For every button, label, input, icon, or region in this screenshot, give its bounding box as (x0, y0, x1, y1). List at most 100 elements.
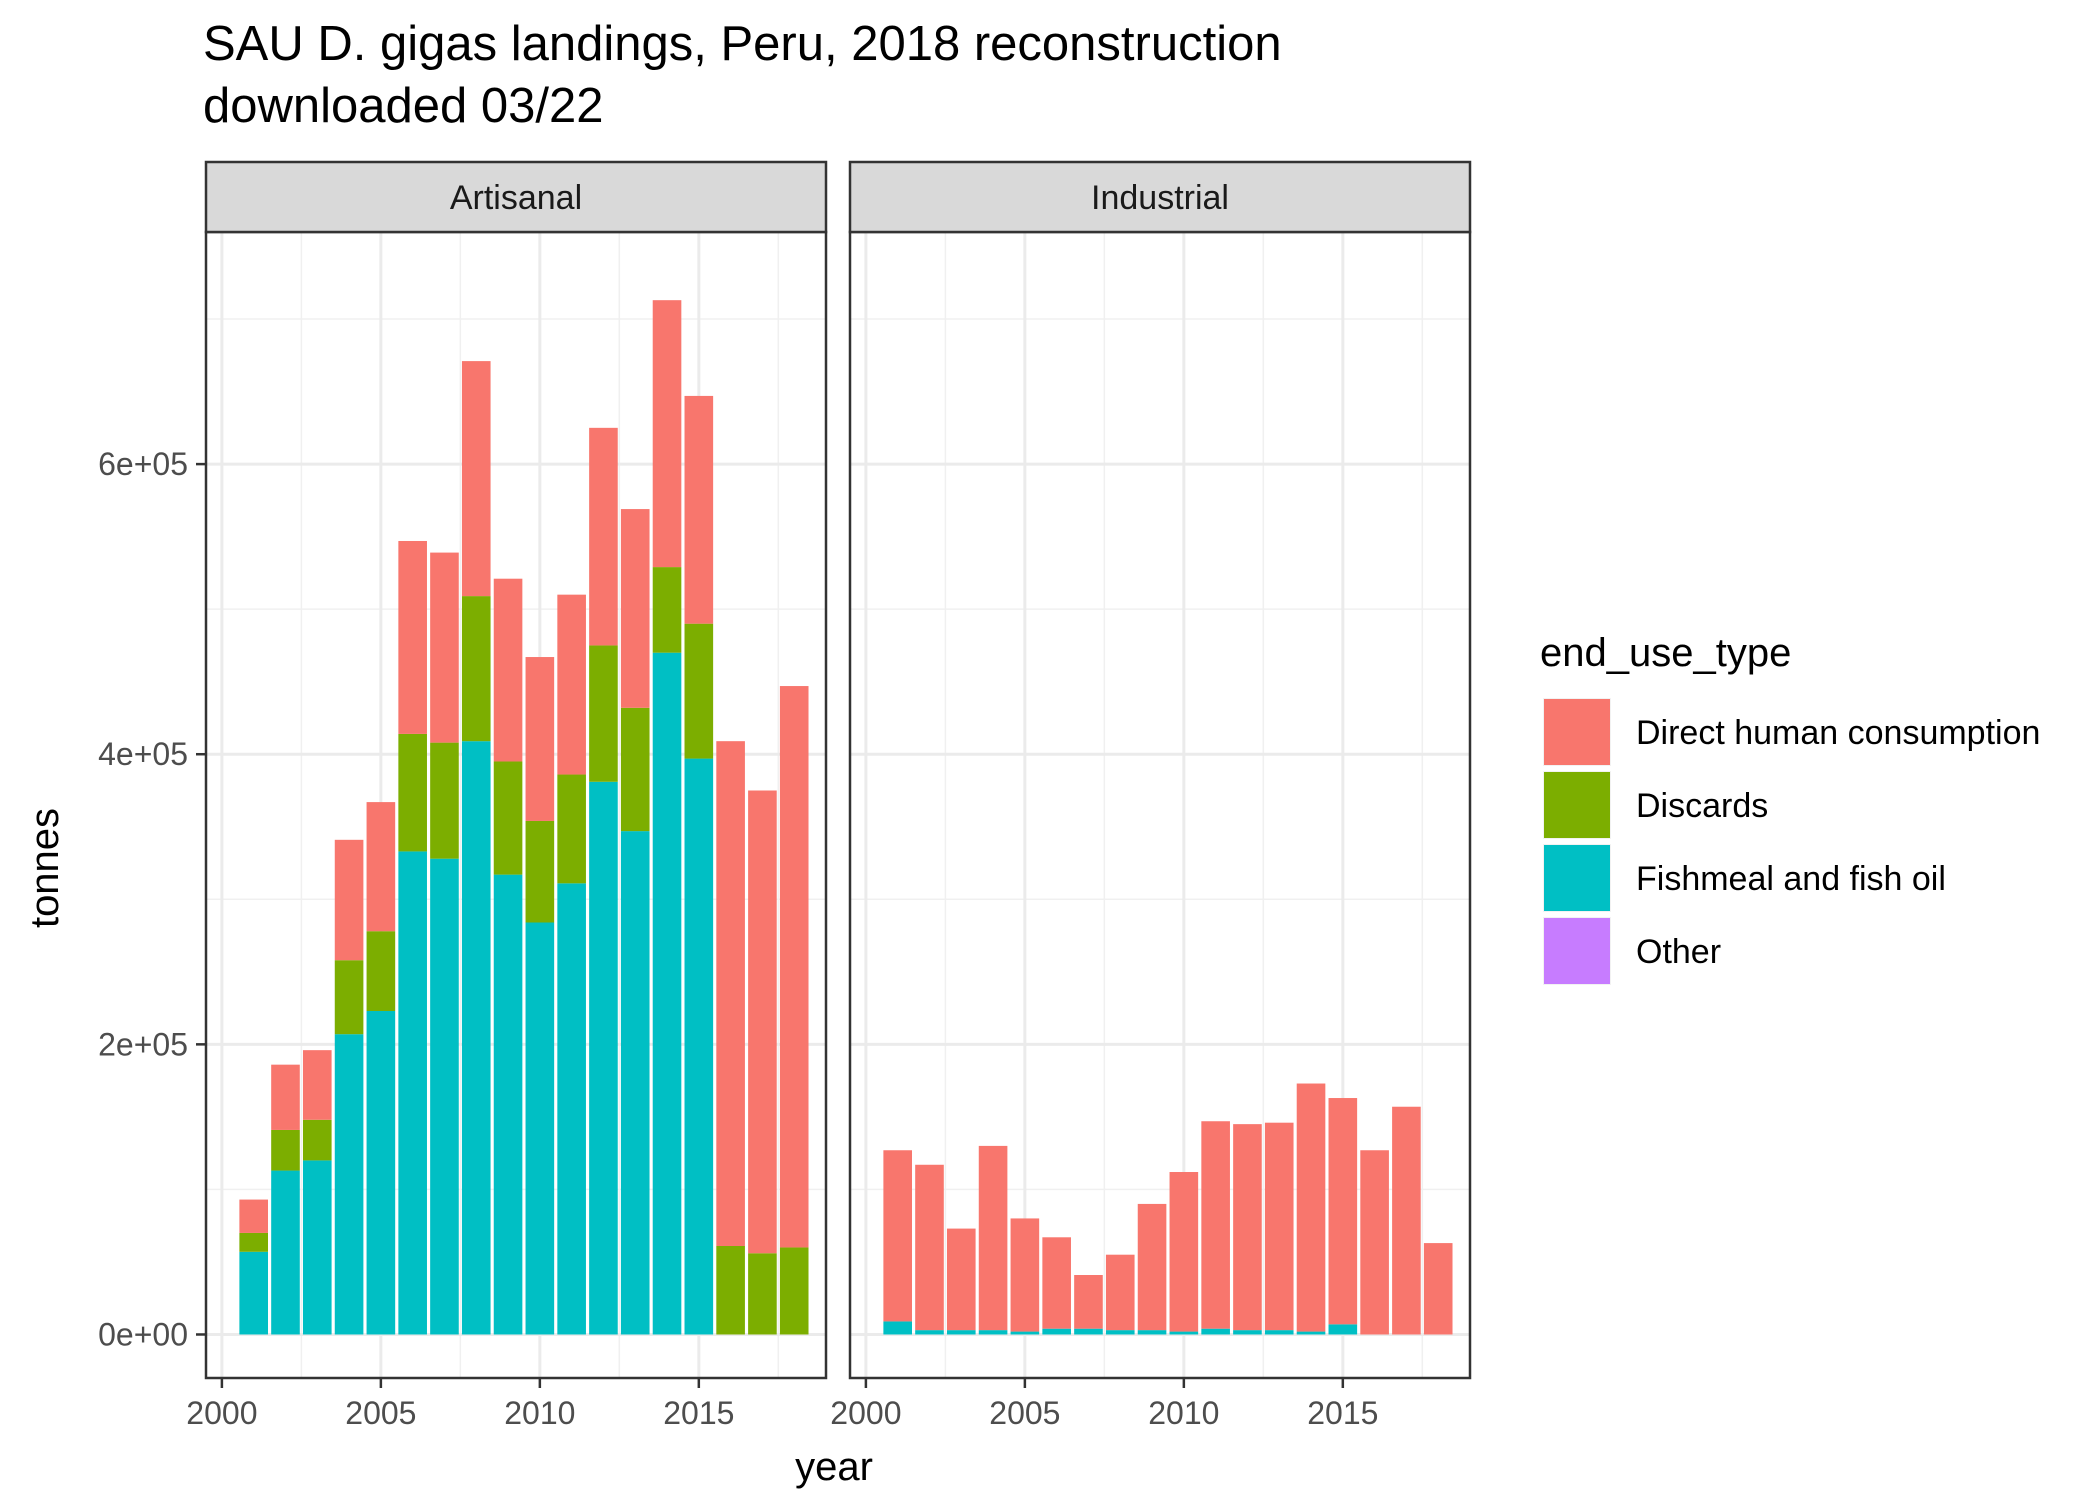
legend-label: Direct human consumption (1636, 714, 2040, 752)
legend-item: Other (1543, 917, 1721, 985)
y-tick-label: 4e+05 (98, 736, 188, 772)
bar-segment-discards-2012 (589, 645, 618, 782)
bar-segment-fishmeal-and-fish-oil-2011 (557, 883, 586, 1335)
bar-segment-discards-2004 (334, 960, 364, 1035)
bar-segment-fishmeal-and-fish-oil-2010 (1169, 1331, 1199, 1335)
x-tick-label: 2010 (504, 1395, 575, 1431)
bar-segment-fishmeal-and-fish-oil-2005 (366, 1010, 396, 1335)
bar-segment-discards-2006 (398, 733, 427, 852)
bar-segment-direct-human-consumption-2013 (620, 509, 650, 708)
bar-segment-discards-2016 (716, 1245, 745, 1335)
facet-panels: Artisanal 2000 2005 2010 2015 0e+00 2e+05 4e+05… (98, 160, 1472, 1431)
bar-segment-direct-human-consumption-2015 (1328, 1098, 1358, 1325)
bar-segment-discards-2002 (271, 1129, 300, 1171)
bar-segment-fishmeal-and-fish-oil-2009 (1137, 1330, 1167, 1335)
bar-segment-direct-human-consumption-2011 (557, 594, 586, 775)
legend-title: end_use_type (1540, 631, 1791, 675)
legend-item: Direct human consumption (1543, 698, 2040, 766)
panel-industrial: Industrial 2000 2005 2010 2015 (830, 160, 1472, 1431)
x-tick-label: 2000 (830, 1395, 901, 1431)
bar-segment-direct-human-consumption-2009 (493, 578, 523, 762)
legend-label: Other (1636, 933, 1721, 971)
bar-segment-fishmeal-and-fish-oil-2001 (239, 1251, 268, 1335)
panel-artisanal: Artisanal 2000 2005 2010 2015 0e+00 2e+05 4e+05… (98, 160, 828, 1431)
bar-segment-fishmeal-and-fish-oil-2006 (398, 851, 427, 1335)
bar-segment-direct-human-consumption-2001 (239, 1199, 268, 1233)
bar-segment-discards-2003 (302, 1119, 332, 1161)
bar-segment-discards-2013 (620, 707, 650, 832)
bar-segment-fishmeal-and-fish-oil-2004 (978, 1330, 1008, 1335)
bar-segment-discards-2011 (557, 774, 586, 884)
bar-segment-discards-2018 (779, 1247, 809, 1335)
bar-segment-discards-2007 (430, 742, 459, 859)
x-tick-label: 2005 (989, 1395, 1060, 1431)
bar-segment-fishmeal-and-fish-oil-2003 (302, 1160, 332, 1335)
bars (239, 300, 809, 1335)
x-tick-label: 2005 (345, 1395, 416, 1431)
bar-segment-fishmeal-and-fish-oil-2001 (883, 1321, 912, 1335)
y-tick-label: 6e+05 (98, 446, 188, 482)
chart-title: SAU D. gigas landings, Peru, 2018 recons… (203, 17, 1282, 71)
bar-segment-direct-human-consumption-2006 (398, 540, 427, 734)
bar-segment-fishmeal-and-fish-oil-2008 (1105, 1330, 1135, 1335)
bar-segment-discards-2014 (652, 567, 682, 653)
legend-label: Discards (1636, 787, 1768, 825)
x-tick-label: 2015 (663, 1395, 734, 1431)
bar-segment-fishmeal-and-fish-oil-2013 (620, 831, 650, 1335)
bar-segment-direct-human-consumption-2008 (1105, 1254, 1135, 1331)
bar-segment-direct-human-consumption-2016 (716, 741, 745, 1246)
legend-label: Fishmeal and fish oil (1636, 860, 1946, 898)
bar-segment-direct-human-consumption-2005 (366, 802, 396, 932)
bar-segment-fishmeal-and-fish-oil-2015 (1328, 1324, 1358, 1335)
x-tick-label: 2010 (1148, 1395, 1219, 1431)
y-tick-label: 2e+05 (98, 1026, 188, 1062)
bar-segment-fishmeal-and-fish-oil-2006 (1042, 1328, 1071, 1335)
bar-segment-direct-human-consumption-2008 (461, 361, 491, 597)
bar-segment-fishmeal-and-fish-oil-2003 (946, 1330, 976, 1335)
bar-segment-direct-human-consumption-2015 (684, 395, 714, 624)
bar-segment-direct-human-consumption-2005 (1010, 1218, 1040, 1332)
bar-segment-direct-human-consumption-2003 (302, 1050, 332, 1120)
legend-item: Fishmeal and fish oil (1543, 844, 1946, 912)
bar-segment-direct-human-consumption-2003 (946, 1228, 976, 1331)
bar-segment-direct-human-consumption-2001 (883, 1150, 912, 1322)
bar-segment-direct-human-consumption-2011 (1201, 1121, 1230, 1329)
bar-segment-discards-2008 (461, 596, 491, 742)
facet-strip (204, 160, 828, 234)
bar-segment-fishmeal-and-fish-oil-2002 (271, 1170, 300, 1335)
bar-segment-fishmeal-and-fish-oil-2014 (652, 652, 682, 1335)
y-axis-title: tonnes (23, 808, 67, 928)
legend-key (1544, 772, 1610, 838)
bar-segment-fishmeal-and-fish-oil-2014 (1296, 1331, 1326, 1335)
bar-segment-discards-2015 (684, 623, 714, 759)
bar-segment-fishmeal-and-fish-oil-2012 (589, 781, 618, 1335)
bar-segment-discards-2017 (748, 1253, 777, 1335)
legend-key (1544, 699, 1610, 765)
legend-item: Discards (1543, 771, 1768, 839)
bar-segment-fishmeal-and-fish-oil-2007 (430, 858, 459, 1335)
bar-segment-direct-human-consumption-2014 (652, 300, 682, 568)
bar-segment-discards-2005 (366, 931, 396, 1011)
bar-segment-direct-human-consumption-2013 (1264, 1122, 1294, 1331)
bar-segment-fishmeal-and-fish-oil-2004 (334, 1034, 364, 1335)
bar-segment-direct-human-consumption-2006 (1042, 1237, 1071, 1329)
bar-segment-direct-human-consumption-2004 (978, 1145, 1008, 1331)
chart-subtitle: downloaded 03/22 (203, 79, 604, 133)
x-axis-title: year (795, 1445, 873, 1489)
x-tick-label: 2015 (1307, 1395, 1378, 1431)
bar-segment-direct-human-consumption-2007 (1074, 1275, 1103, 1329)
bar-segment-direct-human-consumption-2012 (589, 427, 618, 646)
legend-key (1544, 845, 1610, 911)
bar-segment-fishmeal-and-fish-oil-2009 (493, 874, 523, 1335)
bar-segment-direct-human-consumption-2014 (1296, 1083, 1326, 1332)
bar-segment-direct-human-consumption-2018 (779, 686, 809, 1248)
facet-strip-label: Artisanal (450, 179, 582, 217)
bar-segment-direct-human-consumption-2018 (1423, 1243, 1453, 1335)
bar-segment-direct-human-consumption-2004 (334, 839, 364, 961)
bar-segment-fishmeal-and-fish-oil-2015 (684, 758, 714, 1335)
bar-segment-direct-human-consumption-2002 (915, 1164, 944, 1331)
bar-segment-discards-2001 (239, 1232, 268, 1252)
x-tick-label: 2000 (186, 1395, 257, 1431)
facet-strip-label: Industrial (1091, 179, 1229, 217)
legend: end_use_type Direct human consumption Disc… (1540, 631, 2040, 985)
